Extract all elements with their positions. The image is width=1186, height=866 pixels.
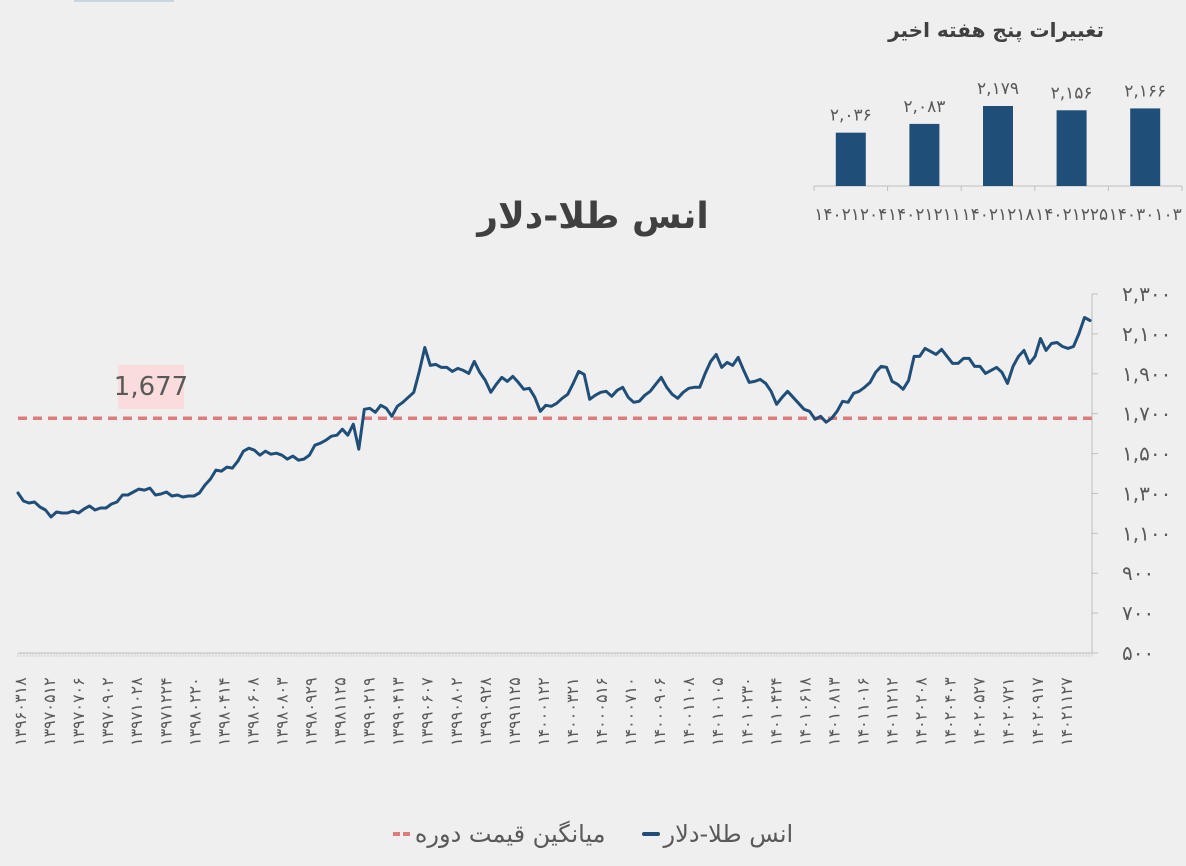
- x-tick-label: ۱۳۹۸۰۶۰۸: [243, 677, 262, 746]
- x-tick-label: ۱۳۹۷۰۷۰۶: [69, 677, 88, 746]
- mini-bar: [1130, 108, 1161, 186]
- x-tick-label: ۱۴۰۱۰۸۱۳: [824, 677, 843, 746]
- legend-item-series: انس طلا-دلار: [641, 820, 794, 848]
- mini-chart-title: تغییرات پنج هفته اخیر: [888, 18, 1104, 42]
- legend-dashed-line-icon: [392, 832, 411, 836]
- x-tick-label: ۱۳۹۹۱۱۲۵: [505, 677, 524, 746]
- x-tick-label: ۱۳۹۸۰۸۰۳: [272, 677, 291, 746]
- average-value-label: 1,677: [114, 365, 188, 409]
- y-tick-label: ۷۰۰: [1122, 601, 1154, 625]
- line-chart: ۱۳۹۶۰۳۱۸ ۱۳۹۷۰۵۱۲ ۱۳۹۷۰۷۰۶ ۱۳۹۷۰۹۰۲ ۱۳۹۷۱۰۲۸…: [11, 282, 1171, 746]
- y-tick-label: ۲,۳۰۰: [1122, 282, 1171, 306]
- x-tick-label: ۱۴۰۲۰۹۱۷: [1028, 677, 1047, 746]
- x-tick-label: ۱۳۹۹۰۸۰۲: [447, 677, 466, 746]
- x-tick-label: ۱۳۹۸۰۲۲۰: [185, 677, 204, 746]
- legend-series-label: انس طلا-دلار: [663, 820, 794, 848]
- x-tick-label: ۱۴۰۱۱۰۱۶: [853, 677, 872, 746]
- x-tick-label: ۱۴۰۱۰۲۳۰: [737, 677, 756, 746]
- x-tick-label: ۱۳۹۸۰۴۱۴: [214, 677, 233, 746]
- mini-bar-value: ۲,۱۷۹: [977, 79, 1019, 99]
- x-tick-label: ۱۴۰۰۰۱۲۲: [534, 677, 553, 746]
- mini-bar: [983, 106, 1013, 186]
- x-tick-label: ۱۴۰۲۰۵۲۷: [970, 677, 989, 746]
- x-tick-label: ۱۴۰۱۰۴۲۴: [766, 677, 785, 746]
- gold-price-line: [16, 316, 1092, 519]
- y-tick-label: ۱,۷۰۰: [1122, 402, 1171, 426]
- x-tick-label: ۱۳۹۹۰۴۱۳: [389, 677, 408, 746]
- x-tick-label: ۱۳۹۸۱۱۲۵: [331, 677, 350, 746]
- x-tick-label: ۱۳۹۶۰۳۱۸: [11, 677, 30, 746]
- x-tick-label: ۱۴۰۲۰۷۲۱: [999, 677, 1018, 746]
- x-tick-label: ۱۴۰۱۰۶۱۸: [795, 677, 814, 746]
- x-tick-label: ۱۴۰۱۰۱۰۵: [708, 677, 727, 746]
- mini-x-label: ۱۴۰۲۱۲۲۵: [1035, 205, 1108, 225]
- x-tick-label: ۱۴۰۲۰۲۰۸: [912, 677, 931, 746]
- x-tick-label: ۱۳۹۷۱۲۲۴: [156, 677, 175, 746]
- mini-bar-value: ۲,۰۳۶: [830, 106, 872, 126]
- mini-x-label: ۱۴۰۲۱۲۰۴: [814, 205, 887, 225]
- mini-bar-value: ۲,۰۸۳: [903, 97, 945, 117]
- x-tick-label: ۱۴۰۰۰۹۰۶: [650, 677, 669, 746]
- legend-item-average: میانگین قیمت دوره: [392, 820, 606, 848]
- x-tick-label: ۱۴۰۰۰۳۲۱: [563, 677, 582, 746]
- x-tick-label: ۱۳۹۹۰۹۲۸: [476, 677, 495, 746]
- y-tick-label: ۱,۹۰۰: [1122, 362, 1171, 386]
- x-tick-label: ۱۴۰۰۰۷۱۰: [621, 677, 640, 746]
- y-tick-label: ۵۰۰: [1122, 641, 1154, 665]
- mini-bar: [1056, 110, 1087, 186]
- x-tick-label: ۱۴۰۲۱۱۲۷: [1057, 677, 1076, 746]
- x-tick-label: ۱۳۹۷۰۹۰۲: [98, 677, 117, 746]
- x-tick-label: ۱۳۹۸۰۹۲۹: [302, 677, 321, 746]
- y-tick-label: ۱,۳۰۰: [1122, 481, 1171, 505]
- mini-bar-chart: ۲,۰۳۶ ۱۴۰۲۱۲۰۴ ۲,۰۸۳ ۱۴۰۲۱۲۱۱ ۲,۱۷۹ ۱۴۰۲۱۲۱۸ ۲…: [813, 79, 1183, 225]
- x-tick-label: ۱۳۹۹۰۶۰۷: [418, 677, 437, 746]
- y-tick-label: ۱,۵۰۰: [1122, 442, 1171, 466]
- mini-bar-value: ۲,۱۶۶: [1124, 81, 1166, 101]
- x-tick-label: ۱۴۰۲۰۴۰۳: [941, 677, 960, 746]
- top-edge-strip: [74, 0, 174, 2]
- mini-bar: [909, 123, 940, 186]
- mini-bar-value: ۲,۱۵۶: [1051, 83, 1093, 103]
- mini-bar: [835, 132, 866, 186]
- mini-x-label: ۱۴۰۳۰۱۰۳: [1109, 205, 1182, 225]
- chart-legend: انس طلا-دلار میانگین قیمت دوره: [0, 820, 1186, 848]
- x-tick-label: ۱۳۹۷۰۵۱۲: [40, 677, 59, 746]
- mini-x-label: ۱۴۰۲۱۲۱۱: [888, 205, 961, 225]
- main-chart-title: انس طلا-دلار: [477, 196, 709, 237]
- x-tick-label: ۱۴۰۰۱۱۰۸: [679, 677, 698, 746]
- x-tick-label: ۱۳۹۷۱۰۲۸: [127, 677, 146, 746]
- legend-solid-line-icon: [641, 832, 660, 836]
- x-tick-label: ۱۴۰۰۰۵۱۶: [592, 677, 611, 746]
- y-tick-label: ۲,۱۰۰: [1122, 322, 1171, 346]
- y-tick-label: ۱,۱۰۰: [1122, 521, 1171, 545]
- average-value-text: 1,677: [113, 372, 189, 402]
- legend-average-label: میانگین قیمت دوره: [414, 820, 606, 848]
- y-tick-label: ۹۰۰: [1122, 561, 1154, 585]
- x-tick-label: ۱۳۹۹۰۲۱۹: [360, 677, 379, 746]
- x-tick-label: ۱۴۰۱۱۲۱۲: [883, 677, 902, 746]
- mini-x-label: ۱۴۰۲۱۲۱۸: [961, 205, 1034, 225]
